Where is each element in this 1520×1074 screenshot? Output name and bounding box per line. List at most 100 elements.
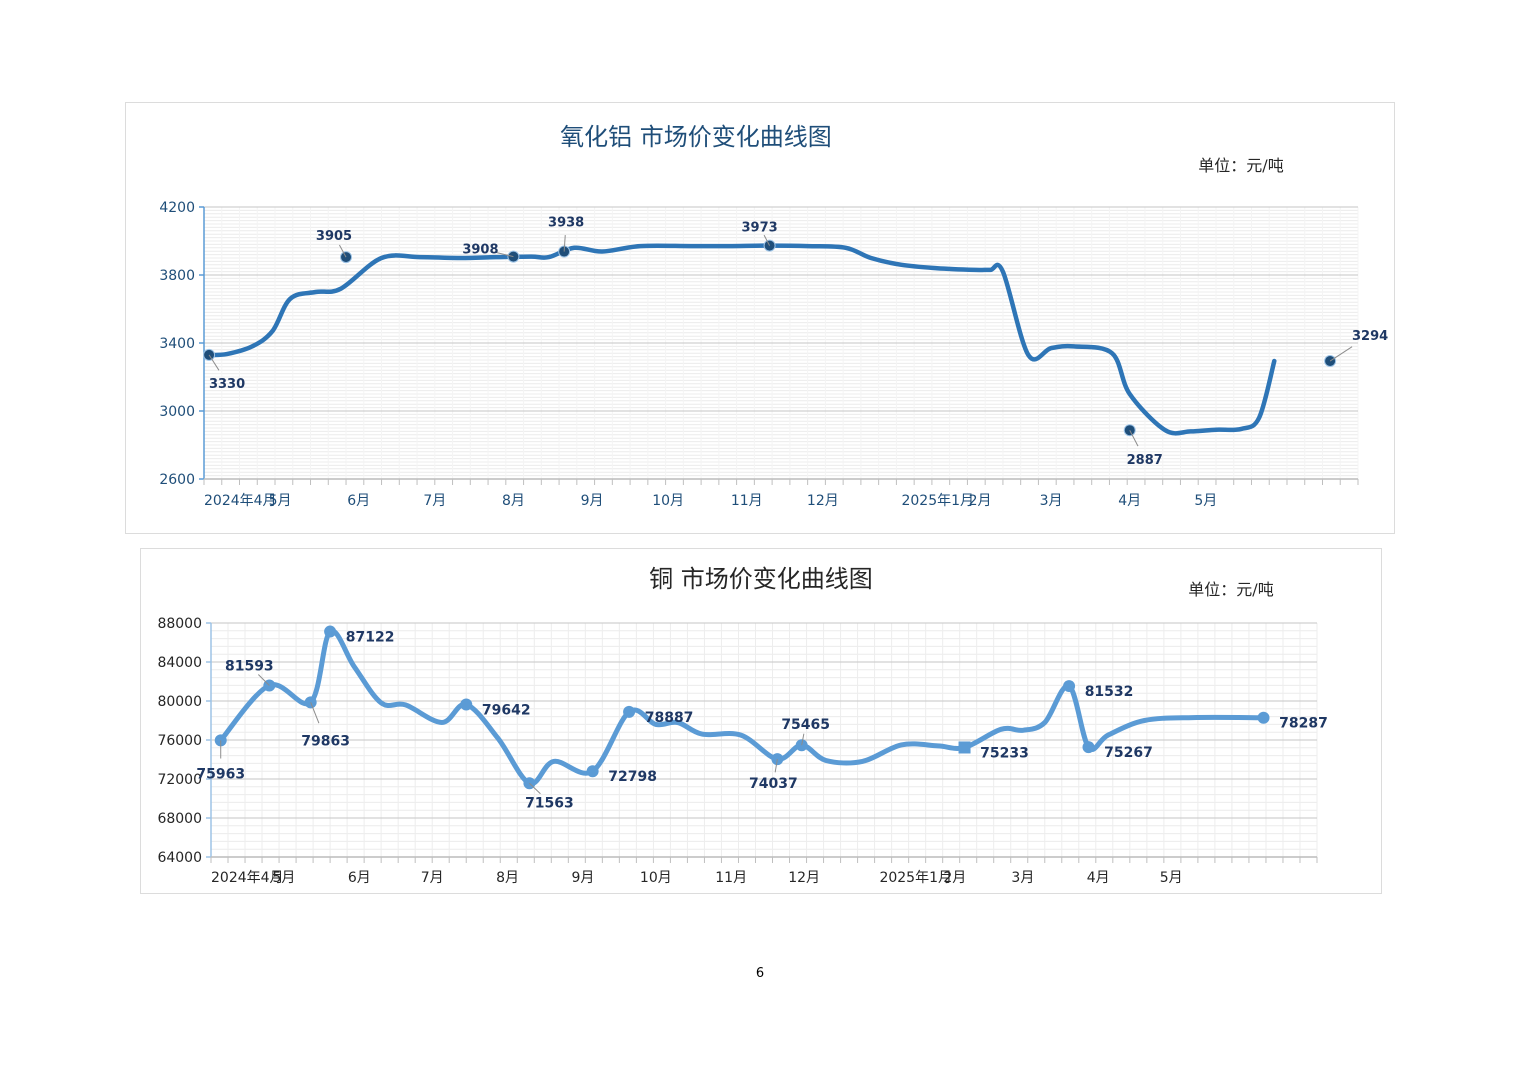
data-label: 3908: [462, 243, 498, 258]
data-label: 79642: [482, 702, 531, 718]
data-label: 75465: [781, 717, 830, 733]
y-axis-ticks: 4200 3800 3400 3000 2600: [159, 200, 204, 488]
data-markers: 75963 81593 79863 87122 79642 71563 72798 78887…: [196, 625, 1328, 811]
label-leader-line: [208, 354, 220, 371]
y-axis-ticks: 88000 84000 80000 76000 72000 68000 64000: [157, 616, 211, 866]
label-leader-line: [1329, 346, 1353, 362]
data-point: [214, 734, 227, 747]
data-point: [958, 741, 971, 754]
x-tick-label: 6月: [347, 493, 370, 509]
y-tick-label: 80000: [157, 694, 202, 710]
x-tick-label: 8月: [502, 493, 525, 509]
page-number: 6: [755, 966, 765, 981]
label-leader-line: [338, 244, 347, 258]
data-label: 71563: [525, 795, 574, 811]
gridlines: [203, 206, 1359, 480]
x-tick-label: 4月: [1087, 870, 1110, 886]
label-leader-line: [563, 235, 566, 252]
label-leader-line: [801, 733, 805, 746]
data-label: 81593: [225, 658, 274, 674]
data-point: [586, 765, 599, 778]
x-tick-label: 5月: [1194, 493, 1217, 509]
data-label: 75267: [1104, 745, 1153, 761]
data-point: [460, 698, 473, 711]
x-tick-label: 7月: [421, 870, 444, 886]
x-tick-label: 5月: [1160, 870, 1183, 886]
y-tick-label: 84000: [157, 655, 202, 671]
data-point: [324, 625, 337, 638]
x-tick-label: 11月: [731, 493, 763, 509]
data-point: [1257, 711, 1270, 724]
data-label: 78287: [1279, 716, 1328, 732]
data-point: [623, 705, 636, 718]
x-tick-label: 2月: [969, 493, 992, 509]
series-line: [218, 628, 1266, 787]
x-tick-label: 5月: [272, 870, 295, 886]
x-tick-label: 10月: [652, 493, 684, 509]
unit-label: 单位：元/吨: [1198, 156, 1283, 175]
data-label: 3905: [316, 229, 352, 244]
data-point: [507, 250, 520, 263]
label-leader-line: [257, 674, 270, 686]
data-point: [1063, 680, 1076, 693]
x-tick-label: 11月: [715, 870, 747, 886]
x-tick-label: 9月: [571, 870, 594, 886]
y-tick-label: 3400: [159, 336, 195, 352]
x-tick-label: 6月: [348, 870, 371, 886]
x-tick-label: 12月: [807, 493, 839, 509]
data-label: 3294: [1352, 329, 1388, 344]
label-leader-line: [310, 702, 320, 724]
alumina-price-chart: 氧化铝 市场价变化曲线图 单位：元/吨 4200 3800 3400 3000 2600…: [125, 102, 1395, 534]
data-label: 74037: [749, 776, 798, 792]
y-tick-label: 3000: [159, 404, 195, 420]
y-tick-label: 3800: [159, 268, 195, 284]
y-tick-label: 4200: [159, 200, 195, 216]
data-label: 78887: [645, 710, 694, 726]
price-line: [206, 243, 1277, 436]
x-tick-label: 2月: [943, 870, 966, 886]
x-tick-label: 2024年4月: [211, 870, 284, 886]
data-label: 87122: [346, 630, 395, 646]
unit-label: 单位：元/吨: [1188, 580, 1273, 599]
y-tick-label: 72000: [157, 772, 202, 788]
x-tick-label: 2025年1月: [901, 493, 974, 509]
x-tick-label: 9月: [581, 493, 604, 509]
copper-price-chart: 铜 市场价变化曲线图 单位：元/吨 88000 84000 80000 76000 72…: [140, 548, 1382, 894]
y-tick-label: 88000: [157, 616, 202, 632]
data-label: 3938: [548, 216, 584, 231]
chart-title: 氧化铝 市场价变化曲线图: [560, 123, 832, 151]
label-leader-line: [529, 782, 541, 795]
label-leader-line: [774, 759, 778, 773]
series-line: [206, 243, 1277, 436]
data-label: 81532: [1085, 684, 1134, 700]
x-tick-label: 4月: [1118, 493, 1141, 509]
x-tick-label: 3月: [1040, 493, 1063, 509]
x-tick-label: 12月: [788, 870, 820, 886]
x-tick-label: 5月: [269, 493, 292, 509]
x-tick-label: 2025年1月: [879, 870, 952, 886]
y-tick-label: 76000: [157, 733, 202, 749]
y-tick-label: 68000: [157, 811, 202, 827]
data-label: 3330: [209, 377, 245, 392]
label-leader-line: [495, 251, 514, 258]
data-label: 75233: [980, 745, 1029, 761]
x-tick-label: 2024年4月: [204, 493, 277, 509]
x-tick-label: 8月: [496, 870, 519, 886]
data-label: 3973: [741, 221, 777, 236]
data-markers: 3330 3905 3908 3938 3973 2887 3294: [203, 216, 1388, 468]
x-tick-label: 7月: [423, 493, 446, 509]
label-leader-line: [1129, 429, 1139, 447]
data-point: [1082, 741, 1095, 754]
data-label: 2887: [1127, 453, 1163, 468]
y-tick-label: 64000: [157, 850, 202, 866]
y-tick-label: 2600: [159, 472, 195, 488]
data-label: 79863: [301, 733, 350, 749]
alumina-chart-svg: 氧化铝 市场价变化曲线图 单位：元/吨 4200 3800 3400 3000 2600…: [159, 123, 1388, 509]
x-tick-label: 10月: [640, 870, 672, 886]
gridlines: [210, 622, 1318, 858]
label-leader-line: [763, 234, 771, 246]
copper-chart-svg: 铜 市场价变化曲线图 单位：元/吨 88000 84000 80000 76000 72…: [157, 565, 1328, 886]
x-tick-label: 3月: [1011, 870, 1034, 886]
